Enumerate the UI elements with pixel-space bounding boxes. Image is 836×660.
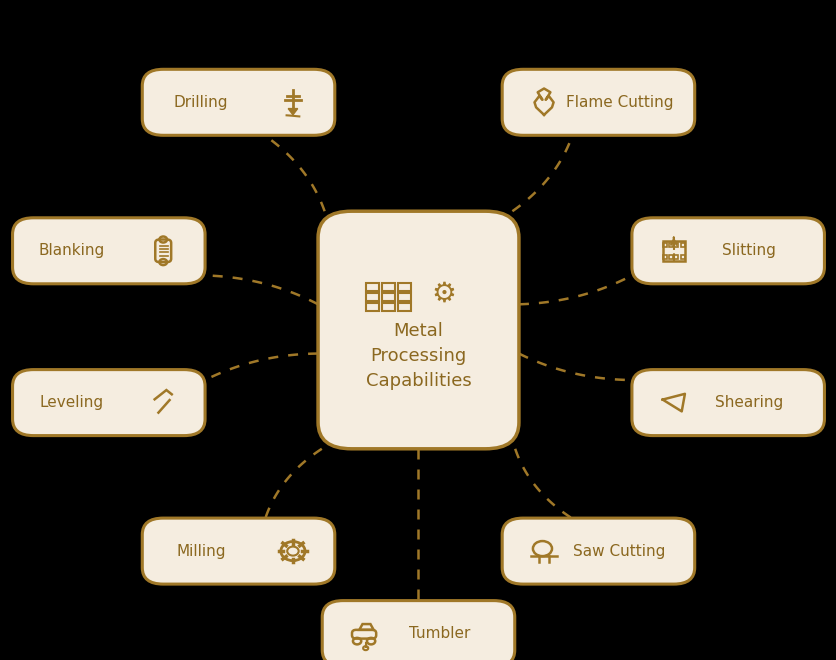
- FancyBboxPatch shape: [322, 601, 514, 660]
- Text: Slitting: Slitting: [721, 244, 775, 258]
- Text: Drilling: Drilling: [173, 95, 228, 110]
- Text: Shearing: Shearing: [714, 395, 782, 410]
- FancyBboxPatch shape: [631, 218, 823, 284]
- Text: Milling: Milling: [176, 544, 226, 558]
- Text: Leveling: Leveling: [39, 395, 103, 410]
- Polygon shape: [288, 108, 298, 115]
- Text: Tumbler: Tumbler: [408, 626, 470, 641]
- Text: Saw Cutting: Saw Cutting: [573, 544, 665, 558]
- Text: Flame Cutting: Flame Cutting: [565, 95, 672, 110]
- Text: ⚙: ⚙: [431, 280, 456, 308]
- Text: Metal
Processing
Capabilities: Metal Processing Capabilities: [365, 322, 471, 391]
- Text: Blanking: Blanking: [38, 244, 104, 258]
- FancyBboxPatch shape: [631, 370, 823, 436]
- FancyBboxPatch shape: [502, 69, 694, 135]
- FancyBboxPatch shape: [142, 69, 334, 135]
- FancyBboxPatch shape: [318, 211, 518, 449]
- FancyBboxPatch shape: [13, 370, 205, 436]
- FancyBboxPatch shape: [142, 518, 334, 584]
- FancyBboxPatch shape: [502, 518, 694, 584]
- FancyBboxPatch shape: [13, 218, 205, 284]
